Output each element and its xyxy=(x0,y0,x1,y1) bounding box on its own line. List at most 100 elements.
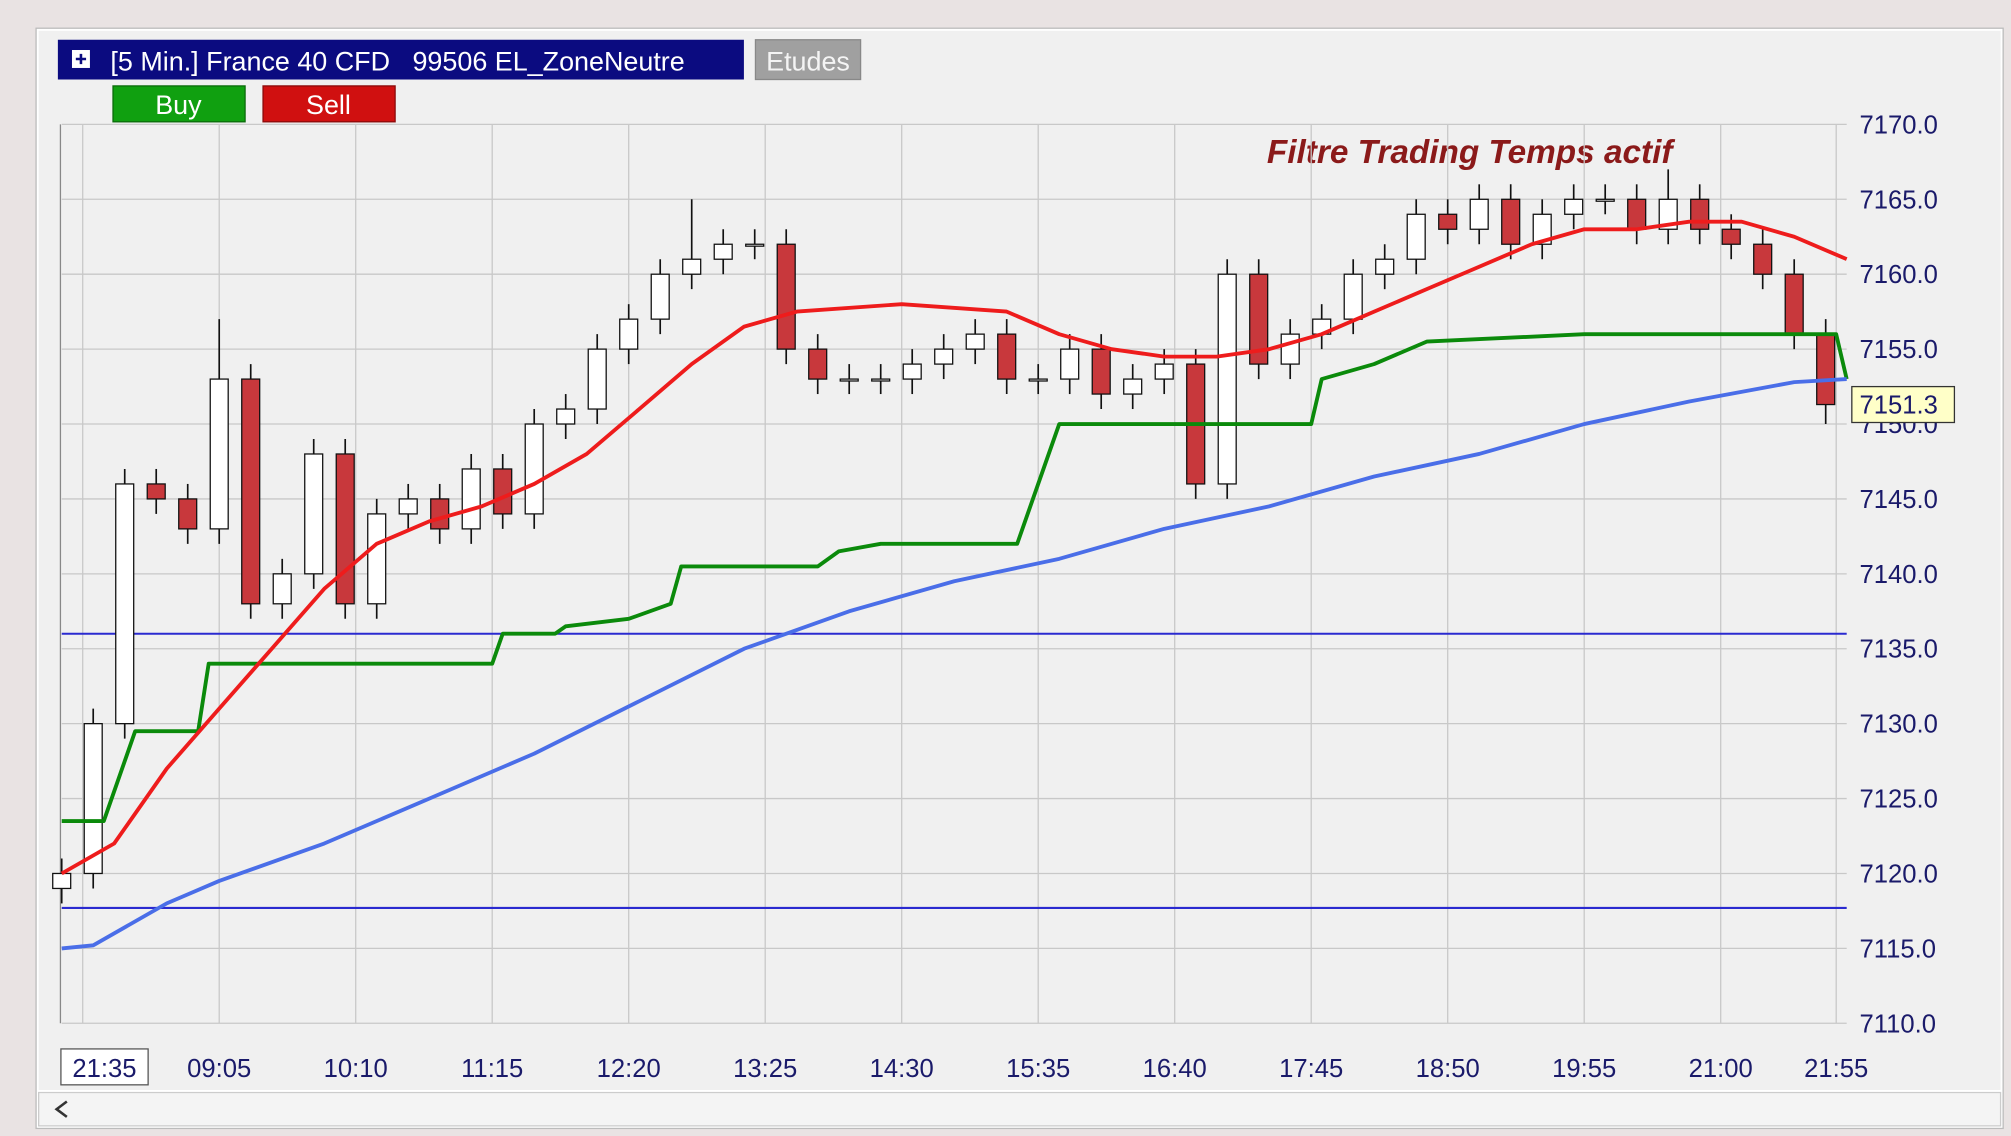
candle-body xyxy=(1438,213,1458,230)
candle-body xyxy=(745,243,765,247)
candle-body xyxy=(241,378,261,605)
candle-body xyxy=(1690,198,1710,230)
x-tick-label: 10:10 xyxy=(324,1055,388,1083)
candle-body xyxy=(524,423,544,515)
sell-button[interactable] xyxy=(262,85,396,123)
candle-body xyxy=(83,723,103,875)
candle-body xyxy=(398,498,418,515)
candle-body xyxy=(1154,363,1174,380)
x-tick-highlight xyxy=(60,1048,149,1086)
candle-body xyxy=(493,468,513,515)
title-bar xyxy=(57,39,744,80)
candle-body xyxy=(115,483,135,725)
y-tick-label: 7140.0 xyxy=(1860,561,1938,589)
candle-body xyxy=(1469,198,1489,230)
candle-body xyxy=(1249,273,1269,365)
x-tick-label: 12:20 xyxy=(597,1055,661,1083)
y-tick-label: 7165.0 xyxy=(1860,186,1938,214)
x-tick-label: 21:35 xyxy=(72,1055,136,1083)
last-price-box xyxy=(1851,385,1956,424)
candle-body xyxy=(1343,273,1363,320)
grid xyxy=(61,123,1847,1024)
x-tick-label: 15:35 xyxy=(1006,1055,1070,1083)
candle-body xyxy=(871,378,891,382)
y-tick-label: 7125.0 xyxy=(1860,786,1938,814)
y-tick-label: 7160.0 xyxy=(1860,261,1938,289)
candle-body xyxy=(776,243,796,350)
y-tick-label: 7135.0 xyxy=(1860,636,1938,664)
x-tick-label: 13:25 xyxy=(733,1055,797,1083)
x-tick-label: 21:00 xyxy=(1689,1055,1753,1083)
candle-body xyxy=(1784,273,1804,335)
y-tick-label: 7130.0 xyxy=(1860,711,1938,739)
y-tick-label: 7115.0 xyxy=(1860,935,1936,963)
candle-body xyxy=(1595,198,1615,202)
y-tick-label: 7110.0 xyxy=(1860,1010,1936,1038)
buy-button-label: Buy xyxy=(155,90,202,120)
candle-body xyxy=(304,453,324,575)
studies-button-label: Etudes xyxy=(766,47,850,77)
candle-body xyxy=(965,333,985,350)
candle-body xyxy=(1753,243,1773,275)
candle-body xyxy=(272,573,292,605)
candle-body xyxy=(1627,198,1647,230)
labels: 7110.0 7115.0 7120.0 7125.0 7130.0 7135.0 7140… xyxy=(60,111,1956,1086)
candle-body xyxy=(1375,258,1395,275)
candle-body xyxy=(1028,378,1048,382)
x-tick-label: 09:05 xyxy=(187,1055,251,1083)
candle-body xyxy=(52,872,72,890)
sell-button-label: Sell xyxy=(306,90,351,120)
x-tick-label: 17:45 xyxy=(1279,1055,1343,1083)
candle-body xyxy=(209,378,229,530)
candle-body xyxy=(682,258,702,275)
y-tick-label: 7145.0 xyxy=(1860,486,1938,514)
indicator-line xyxy=(61,332,1849,823)
candle-body xyxy=(1406,213,1426,260)
candle-body xyxy=(335,453,355,605)
candle-body xyxy=(713,243,733,260)
x-tick-label: 14:30 xyxy=(870,1055,934,1083)
candle-body xyxy=(1721,228,1741,245)
candle-body xyxy=(1532,213,1552,245)
annotation: Filtre Trading Temps actif xyxy=(1267,134,1675,171)
candle-body xyxy=(1060,348,1080,380)
buy-button[interactable] xyxy=(112,85,246,123)
marks xyxy=(52,169,1849,951)
candle-body xyxy=(1217,273,1237,485)
candle-body xyxy=(178,498,198,530)
y-tick-label: 7120.0 xyxy=(1860,860,1938,888)
x-tick-label: 19:55 xyxy=(1552,1055,1616,1083)
candle-body xyxy=(367,513,387,605)
y-tick-label: 7170.0 xyxy=(1860,111,1938,139)
candle-body xyxy=(619,318,639,350)
scroll-left-arrow[interactable] xyxy=(54,1100,68,1118)
plot-background xyxy=(38,30,2001,1090)
candle-body xyxy=(934,348,954,365)
scrollbar[interactable] xyxy=(37,1091,2002,1127)
x-tick-label: 18:50 xyxy=(1416,1055,1480,1083)
studies-button[interactable] xyxy=(754,39,862,81)
candle-body xyxy=(1091,348,1111,395)
indicator-line xyxy=(61,377,1847,951)
candle-body xyxy=(1501,198,1521,245)
candle-body xyxy=(146,483,166,500)
y-tick-label: 7155.0 xyxy=(1860,336,1938,364)
last-price-label: 7151.3 xyxy=(1860,392,1938,420)
candle-body xyxy=(430,498,450,530)
candle-body xyxy=(1816,333,1836,406)
candle-body xyxy=(650,273,670,320)
candle-body xyxy=(997,333,1017,380)
candle-body xyxy=(587,348,607,410)
candle-body xyxy=(808,348,828,380)
expand-icon-plus xyxy=(75,53,87,65)
x-tick-label: 21:55 xyxy=(1804,1055,1868,1083)
indicator-line xyxy=(60,219,1848,876)
x-tick-label: 16:40 xyxy=(1143,1055,1207,1083)
candle-body xyxy=(461,468,481,530)
candle-body xyxy=(839,378,859,382)
candle-body xyxy=(1564,198,1584,215)
x-tick-label: 11:15 xyxy=(461,1055,523,1083)
candle-body xyxy=(556,408,576,425)
